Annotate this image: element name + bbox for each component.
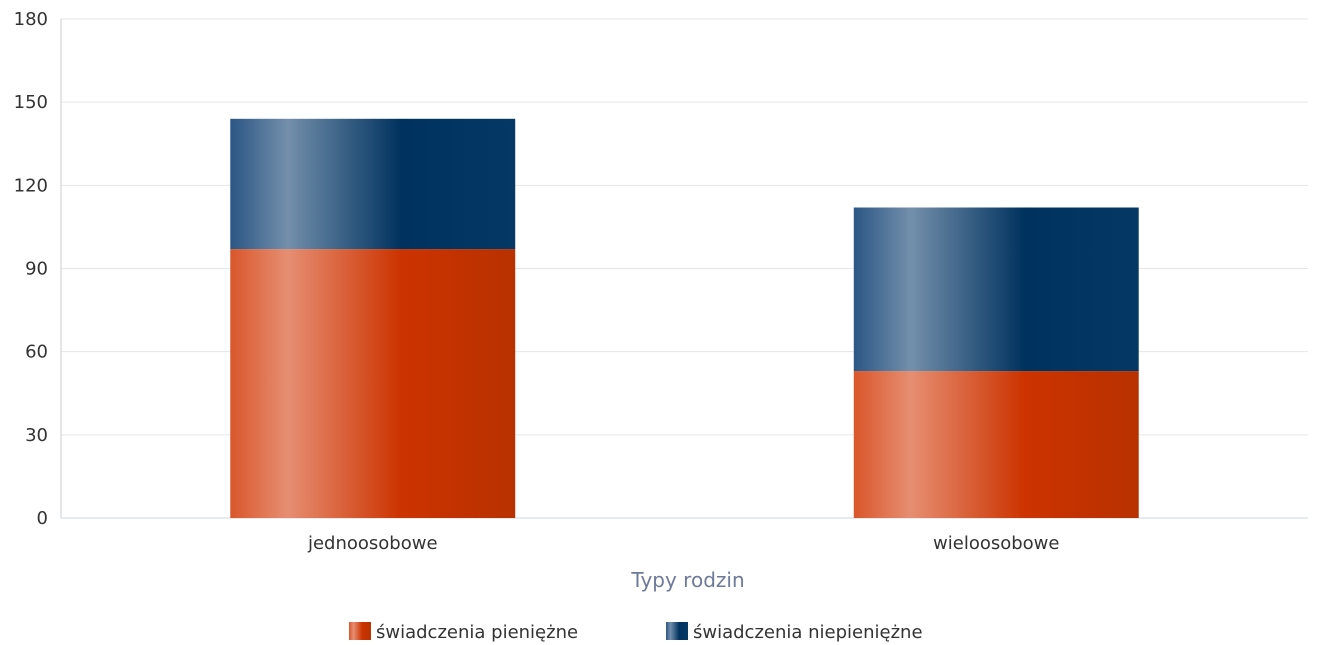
bar-segment-niepieniezne[interactable] — [230, 118, 516, 250]
legend-swatch — [349, 622, 371, 640]
y-tick-label: 150 — [14, 92, 48, 113]
y-tick-label: 120 — [14, 175, 48, 196]
axis-labels: 0 30 60 90 120 150 180 jednoosobowe wieloosobowe — [14, 9, 1060, 554]
legend-label: świadczenia niepieniężne — [693, 622, 923, 643]
y-tick-label: 90 — [25, 259, 48, 280]
bars — [230, 118, 1139, 518]
legend-item[interactable]: świadczenia niepieniężne — [666, 622, 923, 643]
x-tick-label: jednoosobowe — [307, 533, 438, 554]
x-axis-title: Typy rodzin — [630, 568, 744, 592]
bar-segment-pieniezne[interactable] — [230, 249, 516, 518]
bar-segment-niepieniezne[interactable] — [853, 207, 1139, 372]
legend: świadczenia pieniężne świadczenia niepien… — [349, 622, 923, 643]
legend-label: świadczenia pieniężne — [376, 622, 578, 643]
y-tick-label: 0 — [37, 508, 48, 529]
y-tick-label: 30 — [25, 425, 48, 446]
x-tick-label: wieloosobowe — [933, 533, 1059, 554]
y-tick-label: 60 — [25, 342, 48, 363]
legend-swatch — [666, 622, 688, 640]
y-tick-label: 180 — [14, 9, 48, 30]
legend-item[interactable]: świadczenia pieniężne — [349, 622, 578, 643]
bar-segment-pieniezne[interactable] — [853, 371, 1139, 518]
